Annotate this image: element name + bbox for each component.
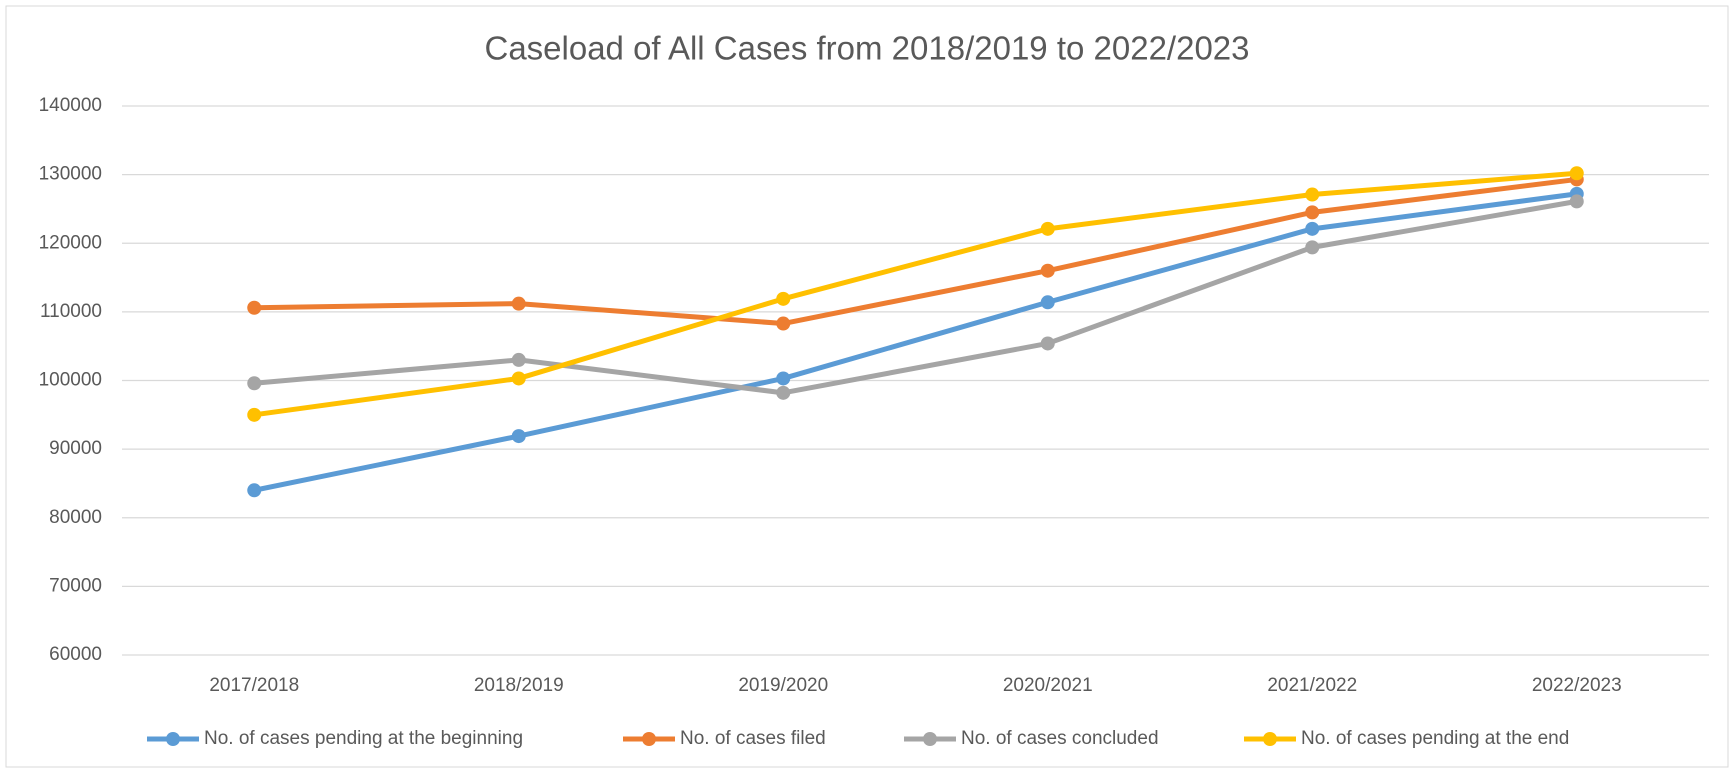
y-tick-label: 80000 [49,507,102,528]
point [511,371,526,386]
series-line [251,198,1580,396]
x-tick-label: 2018/2019 [474,675,564,696]
point [776,371,791,386]
point [1305,221,1320,236]
point [1040,295,1055,310]
y-tick-label: 100000 [39,370,102,391]
y-tick-label: 70000 [49,575,102,596]
y-tick-label: 90000 [49,438,102,459]
point [511,352,526,367]
point [1040,336,1055,351]
x-tick-label: 2019/2020 [738,675,828,696]
y-tick-label: 120000 [39,232,102,253]
chart-title: Caseload of All Cases from 2018/2019 to … [484,30,1249,67]
point [1040,263,1055,278]
y-tick-label: 60000 [49,644,102,665]
y-tick-label: 140000 [39,95,102,116]
legend-marker [923,732,937,746]
point [776,316,791,331]
point [1569,166,1584,181]
point [1040,221,1055,236]
y-tick-label: 130000 [39,164,102,185]
series-line [251,170,1580,418]
chart-border [5,5,1729,768]
point [247,483,262,498]
legend-label: No. of cases filed [680,728,826,749]
point [247,300,262,315]
point [1569,194,1584,209]
x-tick-label: 2017/2018 [209,675,299,696]
point [511,296,526,311]
legend-label: No. of cases pending at the end [1301,728,1569,749]
y-tick-label: 110000 [40,301,102,322]
point [1305,240,1320,255]
point [511,429,526,444]
legend-label: No. of cases concluded [961,728,1159,749]
point [247,407,262,422]
x-tick-label: 2020/2021 [1003,675,1093,696]
legend-label: No. of cases pending at the beginning [204,728,523,749]
series-line [251,191,1580,493]
legend-marker [166,732,180,746]
x-tick-label: 2022/2023 [1532,675,1622,696]
x-tick-label: 2021/2022 [1267,675,1357,696]
legend-marker [1263,732,1277,746]
point [247,376,262,391]
series-line [251,176,1580,327]
point [1305,187,1320,202]
point [1305,205,1320,220]
point [776,291,791,306]
legend-marker [642,732,656,746]
point [776,385,791,400]
